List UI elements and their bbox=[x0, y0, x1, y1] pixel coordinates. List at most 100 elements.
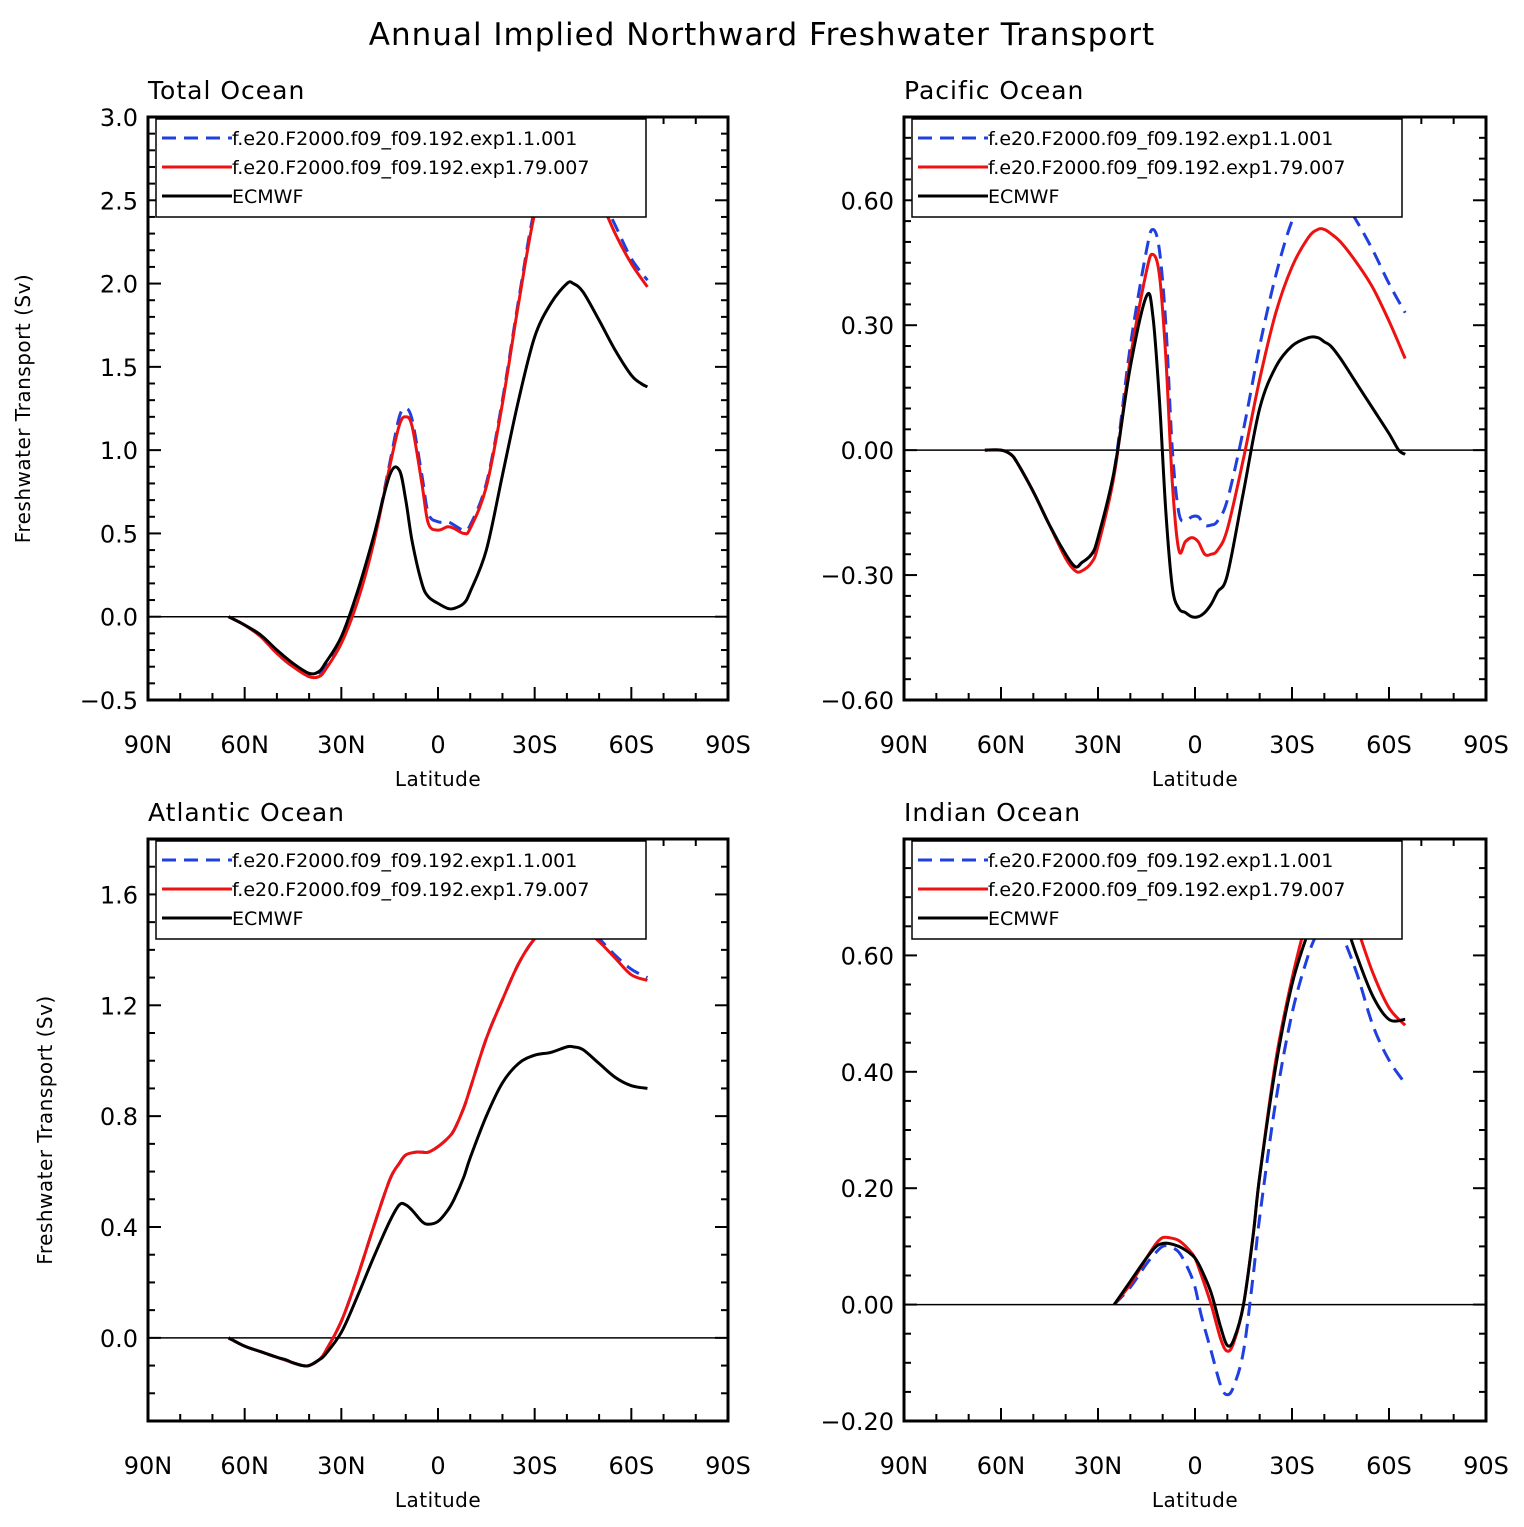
x-tick-label: 90N bbox=[880, 731, 929, 759]
panel-1: Total Ocean 90N 60N 30N 0 30S 60S 90S −0.5 0.0 0.5… bbox=[11, 76, 751, 791]
legend-label-ecmwf: ECMWF bbox=[232, 186, 303, 208]
series-line-exp2 bbox=[984, 227, 1407, 574]
x-tick-label: 0 bbox=[1187, 1452, 1202, 1480]
series-line-ecmwf bbox=[227, 1044, 648, 1368]
y-tick-label: 0.0 bbox=[100, 604, 138, 632]
y-tick-label: 0.40 bbox=[841, 1059, 894, 1087]
legend-label-ecmwf: ECMWF bbox=[988, 908, 1059, 930]
x-tick-label: 30N bbox=[1074, 1452, 1123, 1480]
legend: f.e20.F2000.f09_f09.192.exp1.1.001 f.e20.… bbox=[155, 118, 647, 218]
panel-4: Indian Ocean 90N 60N 30N 0 30S 60S 90S −0.20 0.00… bbox=[820, 798, 1508, 1512]
x-tick-label: 90S bbox=[705, 1452, 751, 1480]
x-tick-label: 90N bbox=[124, 731, 173, 759]
legend: f.e20.F2000.f09_f09.192.exp1.1.001 f.e20.… bbox=[155, 840, 647, 940]
y-tick-label: 1.2 bbox=[100, 992, 138, 1020]
y-tick-label: 1.6 bbox=[100, 881, 138, 909]
panel-title: Indian Ocean bbox=[904, 798, 1081, 827]
x-tick-label: 90S bbox=[1463, 1452, 1509, 1480]
x-tick-label: 90S bbox=[1463, 731, 1509, 759]
y-tick-label: 0.60 bbox=[841, 187, 894, 215]
y-tick-label: 1.0 bbox=[100, 437, 138, 465]
y-tick-label: 0.0 bbox=[100, 1325, 138, 1353]
y-tick-label: 0.30 bbox=[841, 312, 894, 340]
x-tick-label: 30S bbox=[512, 1452, 558, 1480]
legend-label-exp2: f.e20.F2000.f09_f09.192.exp1.79.007 bbox=[988, 879, 1345, 901]
series-line-exp1 bbox=[227, 147, 649, 677]
x-tick-label: 60S bbox=[608, 731, 654, 759]
y-tick-label: 0.60 bbox=[841, 942, 894, 970]
y-tick-label: 0.4 bbox=[100, 1214, 138, 1242]
plot-frame bbox=[146, 115, 730, 702]
x-tick-label: 60S bbox=[608, 1452, 654, 1480]
y-tick-label: −0.5 bbox=[80, 687, 138, 715]
x-tick-label: 0 bbox=[1187, 731, 1202, 759]
x-tick-label: 90S bbox=[705, 731, 751, 759]
y-tick-label: 0.5 bbox=[100, 520, 138, 548]
x-tick-label: 60S bbox=[1366, 1452, 1412, 1480]
legend-label-exp1: f.e20.F2000.f09_f09.192.exp1.1.001 bbox=[232, 128, 577, 150]
x-axis-label: Latitude bbox=[395, 1488, 481, 1512]
series-line-exp2 bbox=[227, 919, 648, 1368]
y-tick-label: 1.5 bbox=[100, 354, 138, 382]
panels-container: Total Ocean 90N 60N 30N 0 30S 60S 90S −0.5 0.0 0.5… bbox=[11, 76, 1509, 1512]
y-tick-label: 3.0 bbox=[100, 104, 138, 132]
y-axis-label: Freshwater Transport (Sv) bbox=[33, 995, 57, 1264]
x-tick-label: 90N bbox=[880, 1452, 929, 1480]
y-tick-label: −0.60 bbox=[820, 687, 894, 715]
x-tick-label: 30N bbox=[1074, 731, 1123, 759]
legend-label-exp2: f.e20.F2000.f09_f09.192.exp1.79.007 bbox=[232, 157, 589, 179]
y-tick-label: −0.20 bbox=[820, 1408, 894, 1436]
legend-box bbox=[155, 840, 647, 940]
legend: f.e20.F2000.f09_f09.192.exp1.1.001 f.e20.… bbox=[911, 840, 1403, 940]
x-axis-label: Latitude bbox=[1152, 767, 1238, 791]
y-tick-label: 0.8 bbox=[100, 1103, 138, 1131]
y-tick-label: 0.00 bbox=[841, 437, 894, 465]
x-tick-label: 60N bbox=[977, 731, 1026, 759]
x-axis-label: Latitude bbox=[395, 767, 481, 791]
legend: f.e20.F2000.f09_f09.192.exp1.1.001 f.e20.… bbox=[911, 118, 1403, 218]
legend-label-ecmwf: ECMWF bbox=[988, 186, 1059, 208]
legend-label-exp2: f.e20.F2000.f09_f09.192.exp1.79.007 bbox=[988, 157, 1345, 179]
legend-label-ecmwf: ECMWF bbox=[232, 908, 303, 930]
x-tick-label: 60S bbox=[1366, 731, 1412, 759]
plot-frame bbox=[146, 837, 730, 1423]
series-line-exp2 bbox=[1112, 866, 1407, 1353]
x-tick-label: 30S bbox=[1269, 731, 1315, 759]
series-line-exp1 bbox=[227, 917, 649, 1368]
y-tick-label: −0.30 bbox=[820, 562, 894, 590]
x-tick-label: 30N bbox=[317, 1452, 366, 1480]
panel-2: Pacific Ocean 90N 60N 30N 0 30S 60S 90S −0.60 −0.… bbox=[820, 76, 1508, 791]
plot-frame bbox=[902, 837, 1488, 1423]
panel-title: Pacific Ocean bbox=[904, 76, 1084, 105]
series-line-exp1 bbox=[1113, 918, 1407, 1397]
legend-box bbox=[155, 118, 647, 218]
plot-frame bbox=[902, 115, 1488, 702]
panel-title: Total Ocean bbox=[147, 76, 305, 105]
x-tick-label: 0 bbox=[430, 1452, 445, 1480]
legend-box bbox=[911, 840, 1403, 940]
legend-label-exp1: f.e20.F2000.f09_f09.192.exp1.1.001 bbox=[988, 850, 1333, 872]
x-tick-label: 60N bbox=[220, 731, 269, 759]
series-line-exp2 bbox=[227, 150, 649, 680]
series-line-exp1 bbox=[984, 181, 1407, 569]
x-tick-label: 60N bbox=[977, 1452, 1026, 1480]
legend-label-exp2: f.e20.F2000.f09_f09.192.exp1.79.007 bbox=[232, 879, 589, 901]
x-tick-label: 0 bbox=[430, 731, 445, 759]
x-tick-label: 30S bbox=[512, 731, 558, 759]
y-tick-label: 0.20 bbox=[841, 1175, 894, 1203]
x-tick-label: 90N bbox=[124, 1452, 173, 1480]
x-tick-label: 30N bbox=[317, 731, 366, 759]
panel-title: Atlantic Ocean bbox=[148, 798, 345, 827]
series-line-ecmwf bbox=[1112, 894, 1406, 1348]
series-line-ecmwf bbox=[984, 291, 1406, 619]
x-tick-label: 60N bbox=[220, 1452, 269, 1480]
y-axis-label: Freshwater Transport (Sv) bbox=[11, 274, 35, 543]
y-tick-label: 0.00 bbox=[841, 1292, 894, 1320]
panel-3: Atlantic Ocean 90N 60N 30N 0 30S 60S 90S 0.0 0.4 0… bbox=[33, 798, 751, 1512]
legend-box bbox=[911, 118, 1403, 218]
figure-title: Annual Implied Northward Freshwater Tran… bbox=[369, 17, 1155, 53]
y-tick-label: 2.0 bbox=[100, 271, 138, 299]
series-line-ecmwf bbox=[227, 280, 649, 676]
legend-label-exp1: f.e20.F2000.f09_f09.192.exp1.1.001 bbox=[232, 850, 577, 872]
